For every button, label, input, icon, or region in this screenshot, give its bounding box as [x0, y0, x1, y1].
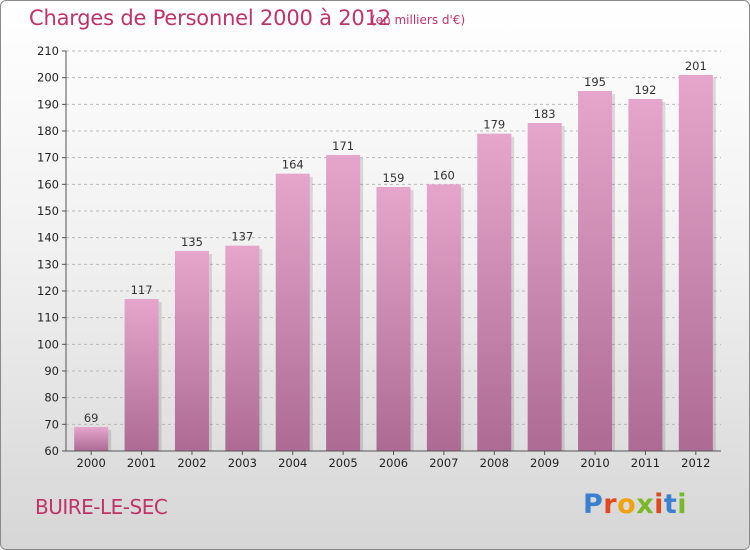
bar-2007	[426, 184, 461, 452]
y-tick-label: 210	[37, 44, 59, 58]
data-label: 137	[231, 230, 253, 244]
bar-2012	[678, 75, 713, 451]
brand-letter: P	[583, 489, 604, 520]
data-label: 171	[332, 139, 354, 153]
y-tick-label: 110	[37, 311, 59, 325]
x-tick-label: 2004	[278, 456, 307, 470]
x-tick-label: 2009	[530, 456, 559, 470]
bar-2000	[74, 427, 109, 451]
x-tick-label: 2012	[681, 456, 710, 470]
y-tick-label: 180	[37, 124, 59, 138]
bar-2003	[225, 245, 260, 451]
y-tick-label: 60	[44, 444, 59, 458]
y-tick-label: 150	[37, 204, 59, 218]
y-tick-label: 170	[37, 151, 59, 165]
bar-2002	[174, 251, 209, 451]
brand-letter: r	[603, 489, 618, 520]
x-tick-label: 2005	[328, 456, 357, 470]
bar-2004	[275, 173, 310, 451]
data-label: 179	[483, 118, 505, 132]
bar-2001	[124, 299, 159, 451]
data-label: 183	[534, 107, 556, 121]
y-tick-label: 90	[44, 364, 59, 378]
chart-subtitle: (en milliers d'€)	[371, 13, 466, 27]
y-tick-label: 200	[37, 71, 59, 85]
bar-2005	[326, 155, 361, 451]
x-tick-label: 2008	[480, 456, 509, 470]
data-label: 164	[282, 158, 304, 172]
data-label: 159	[383, 171, 405, 185]
y-tick-label: 100	[37, 337, 59, 351]
x-tick-label: 2011	[631, 456, 660, 470]
x-tick-label: 2010	[580, 456, 609, 470]
data-label: 160	[433, 168, 455, 182]
data-label: 135	[181, 235, 203, 249]
data-label: 201	[685, 59, 707, 73]
y-tick-label: 120	[37, 284, 59, 298]
brand-letter: o	[617, 489, 637, 520]
data-label: 69	[84, 411, 99, 425]
bar-2006	[376, 187, 411, 451]
y-tick-label: 130	[37, 257, 59, 271]
y-tick-label: 190	[37, 97, 59, 111]
x-tick-label: 2001	[127, 456, 156, 470]
x-tick-label: 2007	[429, 456, 458, 470]
data-label: 192	[634, 83, 656, 97]
brand-letter: t	[663, 489, 678, 520]
y-tick-label: 70	[44, 417, 59, 431]
x-tick-label: 2006	[379, 456, 408, 470]
proxiti-logo: Proxiti	[583, 489, 687, 520]
brand-letter: x	[636, 489, 655, 520]
data-label: 117	[131, 283, 153, 297]
bar-2008	[477, 133, 512, 451]
brand-letter: i	[677, 489, 688, 520]
commune-name: BUIRE-LE-SEC	[35, 495, 168, 519]
y-tick-label: 160	[37, 177, 59, 191]
axes: 60 70 80 90 100 110 120 130 140 150 160 170 180 190 20…	[37, 44, 721, 470]
bars: 69 117 135 137 164 171 159 160 179 183 195 192 201	[74, 59, 716, 452]
chart-title: Charges de Personnel 2000 à 2012	[29, 6, 391, 30]
brand-letter: i	[654, 489, 664, 520]
y-tick-label: 80	[44, 391, 59, 405]
bar-2009	[527, 123, 562, 451]
x-tick-label: 2002	[177, 456, 206, 470]
data-label: 195	[584, 75, 606, 89]
bar-2011	[628, 99, 663, 451]
bar-2010	[578, 91, 613, 451]
x-tick-label: 2003	[228, 456, 257, 470]
x-tick-label: 2000	[77, 456, 106, 470]
y-tick-label: 140	[37, 231, 59, 245]
